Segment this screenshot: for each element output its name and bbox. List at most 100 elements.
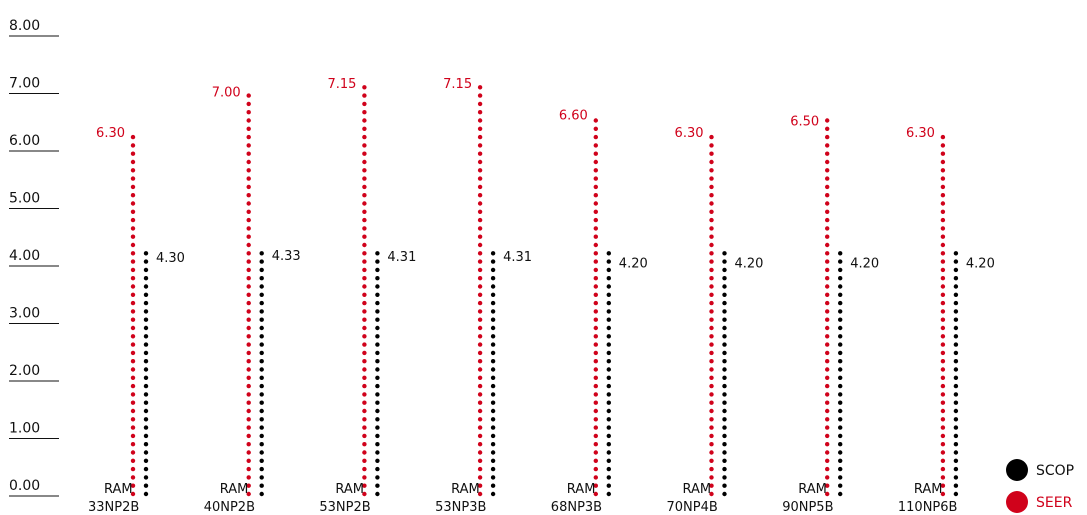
category-label-line2: 110NP6B	[898, 500, 958, 515]
seer-bar-dot	[825, 126, 830, 131]
seer-bar-dot	[940, 267, 946, 273]
scop-bar-dot	[838, 450, 843, 455]
scop-bar-dot	[722, 392, 727, 397]
seer-bar-dot	[940, 442, 946, 447]
seer-bar-dot	[940, 300, 946, 306]
seer-bar-dot	[362, 259, 367, 264]
seer-bar-dot	[940, 491, 946, 497]
scop-bar-dot	[375, 276, 380, 281]
scop-bar-dot	[490, 417, 496, 422]
scop-bar-dot	[722, 309, 727, 314]
scop-bar-dot	[606, 251, 611, 256]
category-label-line2: 68NP3B	[551, 500, 602, 515]
seer-bar-dot	[246, 284, 251, 289]
seer-bar-dot	[709, 267, 714, 273]
scop-bar-dot	[143, 458, 149, 463]
seer-bar-dot	[825, 334, 830, 339]
scop-bar-dot	[838, 483, 843, 488]
scop-bar-dot	[259, 309, 264, 314]
seer-bar-dot	[130, 209, 136, 214]
seer-bar-dot	[825, 118, 830, 123]
scop-bar-dot	[375, 309, 380, 314]
scop-bar-dot	[259, 276, 264, 281]
seer-bar-dot	[130, 375, 136, 380]
scop-bar-dot	[259, 425, 264, 430]
scop-bar-dot	[490, 466, 496, 472]
seer-bar-dot	[709, 375, 714, 380]
legend-label-seer: SEER	[1036, 495, 1073, 511]
seer-bar-dot	[246, 242, 251, 248]
scop-bar-dot	[490, 383, 496, 389]
seer-bar-dot	[593, 475, 598, 480]
scop-bar-dot	[375, 251, 380, 256]
scop-bar-dot	[259, 359, 264, 364]
seer-bar-dot	[477, 242, 483, 248]
scop-bar-dot	[953, 309, 959, 314]
scop-bar-dot	[490, 309, 496, 314]
seer-bar-dot	[825, 292, 830, 297]
seer-bar-dot	[940, 259, 946, 264]
seer-bar-dot	[477, 234, 483, 239]
scop-bar-dot	[838, 408, 843, 414]
seer-bar-dot	[593, 143, 598, 148]
scop-bar-dot	[606, 359, 611, 364]
scop-bar-dot	[953, 359, 959, 364]
y-tick-label: 3.00	[9, 306, 40, 322]
scop-bar-dot	[953, 433, 959, 439]
seer-bar-dot	[593, 234, 598, 239]
scop-bar-dot	[722, 475, 727, 480]
seer-bar-dot	[593, 251, 598, 256]
category-label-line2: 70NP4B	[667, 500, 718, 515]
scop-bar-dot	[722, 284, 727, 289]
seer-bar-dot	[825, 134, 830, 140]
scop-bar-dot	[375, 425, 380, 430]
seer-bar-dot	[246, 334, 251, 339]
seer-bar-dot	[130, 475, 136, 480]
legend-marker-scop	[1006, 459, 1028, 481]
scop-bar-dot	[953, 400, 959, 405]
scop-bar-dot	[953, 491, 959, 497]
seer-bar-dot	[246, 300, 251, 306]
scop-bar-dot	[259, 417, 264, 422]
scop-bar-dot	[143, 400, 149, 405]
seer-bar-dot	[709, 334, 714, 339]
scop-bar-dot	[722, 359, 727, 364]
seer-bar-dot	[130, 433, 136, 439]
seer-bar-dot	[940, 425, 946, 430]
seer-bar-dot	[477, 359, 483, 364]
seer-bar-dot	[246, 408, 251, 414]
seer-bar-dot	[246, 425, 251, 430]
seer-bar-dot	[477, 284, 483, 289]
scop-bar-dot	[143, 251, 149, 256]
seer-bar-dot	[593, 458, 598, 463]
seer-bar-dot	[130, 417, 136, 422]
scop-bar-dot	[490, 450, 496, 455]
seer-bar-dot	[362, 93, 367, 98]
seer-bar-dot	[477, 259, 483, 264]
seer-bar-dot	[593, 151, 598, 156]
seer-bar-dot	[825, 242, 830, 248]
seer-bar-dot	[709, 367, 714, 372]
seer-value-label: 6.60	[559, 109, 588, 124]
seer-bar-dot	[593, 408, 598, 414]
seer-value-label: 6.30	[96, 126, 125, 141]
scop-bar-dot	[490, 475, 496, 480]
seer-bar-dot	[477, 176, 483, 181]
category-label-line1: RAM	[104, 482, 133, 497]
scop-bar-dot	[953, 317, 959, 322]
seer-bar-dot	[477, 367, 483, 372]
seer-bar-dot	[362, 151, 367, 156]
scop-bar-dot	[143, 417, 149, 422]
scop-bar-dot	[375, 317, 380, 322]
seer-bar-dot	[593, 209, 598, 214]
scop-bar-dot	[143, 317, 149, 322]
seer-bar-dot	[362, 400, 367, 405]
scop-bar-dot	[490, 259, 496, 264]
seer-bar-dot	[593, 450, 598, 455]
scop-bar-dot	[259, 251, 264, 256]
scop-bar-dot	[722, 433, 727, 439]
seer-bar-dot	[709, 234, 714, 239]
seer-bar-dot	[709, 309, 714, 314]
seer-bar-dot	[362, 433, 367, 439]
seer-bar-dot	[246, 359, 251, 364]
